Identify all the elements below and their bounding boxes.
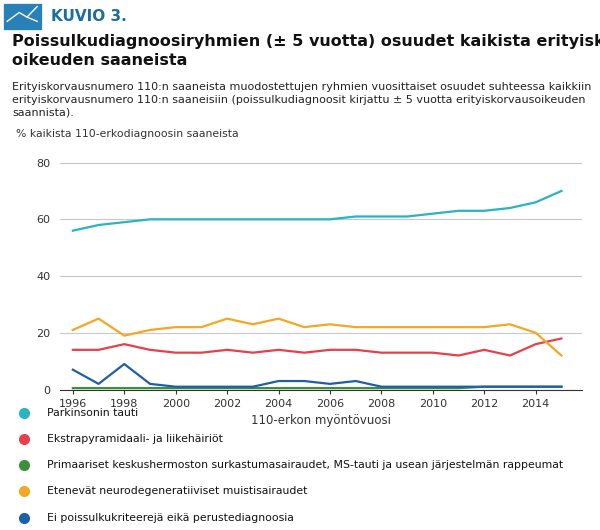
X-axis label: 110-erkon myöntövuosi: 110-erkon myöntövuosi [251,414,391,427]
Text: Poissulkudiagnoosiryhmien (± 5 vuotta) osuudet kaikista erityiskorvaus-
oikeuden: Poissulkudiagnoosiryhmien (± 5 vuotta) o… [12,34,600,68]
Text: % kaikista 110-erkodiagnoosin saaneista: % kaikista 110-erkodiagnoosin saaneista [16,129,238,139]
Text: Ekstrapyramidaali- ja liikehäiriöt: Ekstrapyramidaali- ja liikehäiriöt [47,434,223,444]
Text: Ei poissulkukriteerejä eikä perustediagnoosia: Ei poissulkukriteerejä eikä perustediagn… [47,513,293,523]
Bar [3,3,42,30]
Text: Parkinsonin tauti: Parkinsonin tauti [47,408,137,418]
Text: Primaariset keskushermoston surkastumasairaudet, MS-tauti ja usean järjestelmän : Primaariset keskushermoston surkastumasa… [47,460,563,470]
Text: Etenevät neurodegeneratiiviset muistisairaudet: Etenevät neurodegeneratiiviset muistisai… [47,487,307,497]
Text: Erityiskorvausnumero 110:n saaneista muodostettujen ryhmien vuosittaiset osuudet: Erityiskorvausnumero 110:n saaneista muo… [12,82,592,118]
Text: KUVIO 3.: KUVIO 3. [51,9,127,24]
